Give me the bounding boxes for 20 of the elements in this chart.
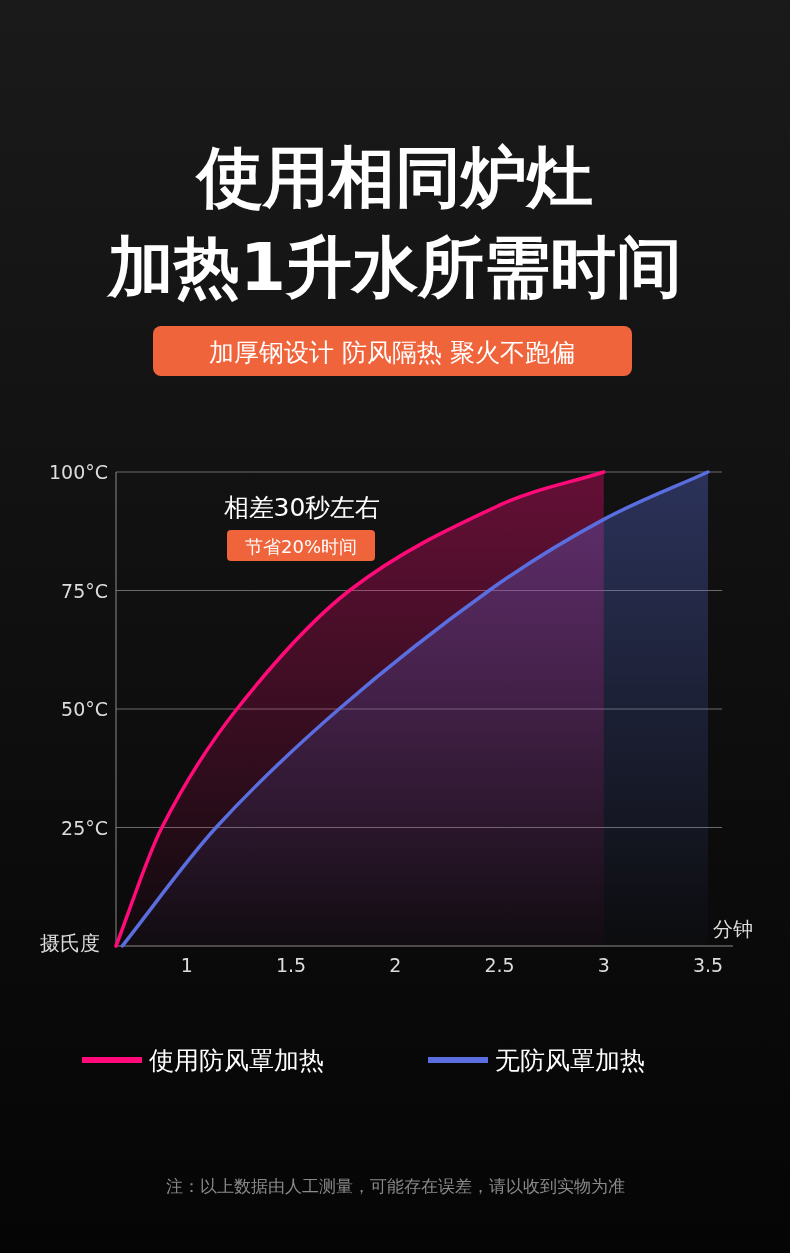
x-tick-label: 3 bbox=[597, 954, 610, 976]
y-tick-label: 25°C bbox=[61, 816, 108, 839]
y-tick-label: 75°C bbox=[61, 579, 108, 602]
x-tick-label: 3.5 bbox=[692, 954, 724, 976]
legend-label: 无防风罩加热 bbox=[495, 1046, 645, 1075]
annotation: 相差30秒左右 bbox=[223, 493, 381, 522]
chart-subtitle: 加热1升水所需时间 bbox=[106, 229, 682, 306]
chart-title: 使用相同炉灶 bbox=[195, 139, 593, 216]
x-axis-title: 分钟 bbox=[713, 917, 753, 941]
text: 注：以上数据由人工测量，可能存在误差，请以收到实物为准 bbox=[165, 1176, 625, 1196]
y-tick-label: 50°C bbox=[61, 698, 108, 720]
x-tick-label: 2 bbox=[389, 954, 402, 976]
x-tick-label: 1 bbox=[180, 954, 193, 976]
annotation: 节省20%时间 bbox=[244, 536, 358, 557]
y-axis-title: 摄氏度 bbox=[40, 931, 100, 955]
x-tick-label: 2.5 bbox=[484, 954, 515, 976]
legend-label: 使用防风罩加热 bbox=[149, 1046, 324, 1075]
y-tick-label: 100°C bbox=[48, 461, 108, 483]
text: 加厚钢设计 防风隔热 聚火不跑偏 bbox=[209, 338, 575, 367]
x-tick-label: 1.5 bbox=[275, 954, 307, 976]
